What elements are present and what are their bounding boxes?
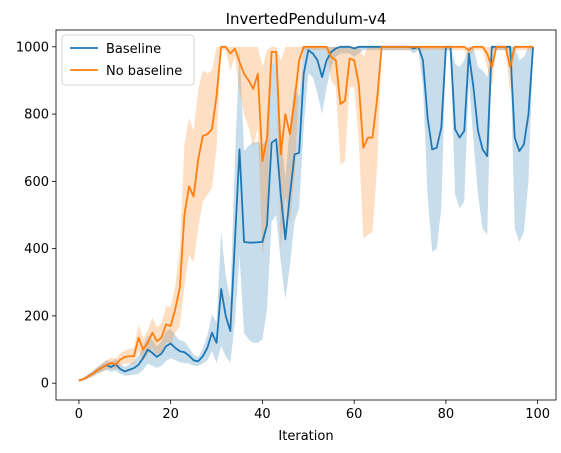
x-tick-label: 0 <box>75 407 83 422</box>
band-no-baseline <box>78 46 534 382</box>
confidence-bands <box>78 46 534 382</box>
y-tick-label: 400 <box>24 242 49 257</box>
axes-frame <box>55 29 557 401</box>
x-tick-label: 40 <box>254 407 271 422</box>
line-baseline <box>78 45 534 382</box>
x-tick-label: 100 <box>525 407 550 422</box>
legend: Baseline No baseline <box>61 34 195 86</box>
band-baseline <box>78 46 534 382</box>
y-tick-label: 800 <box>24 108 49 123</box>
y-tick-label: 0 <box>41 377 49 392</box>
y-tick-label: 600 <box>24 175 49 190</box>
x-tick-label: 80 <box>438 407 455 422</box>
chart-title: InvertedPendulum-v4 <box>226 10 387 28</box>
plot-area: 0 20 40 60 80 100 0 200 400 600 800 1000 <box>16 29 557 422</box>
y-axis: 0 200 400 600 800 1000 <box>16 40 56 392</box>
line-no-baseline <box>78 45 534 382</box>
x-tick-label: 60 <box>346 407 363 422</box>
x-axis: 0 20 40 60 80 100 <box>75 400 550 422</box>
y-tick-label: 1000 <box>16 40 49 55</box>
legend-label-no-baseline: No baseline <box>106 64 182 79</box>
legend-label-baseline: Baseline <box>106 42 161 57</box>
y-tick-label: 200 <box>24 309 49 324</box>
series-lines <box>78 45 534 382</box>
x-tick-label: 20 <box>162 407 179 422</box>
x-axis-label: Iteration <box>278 429 333 444</box>
